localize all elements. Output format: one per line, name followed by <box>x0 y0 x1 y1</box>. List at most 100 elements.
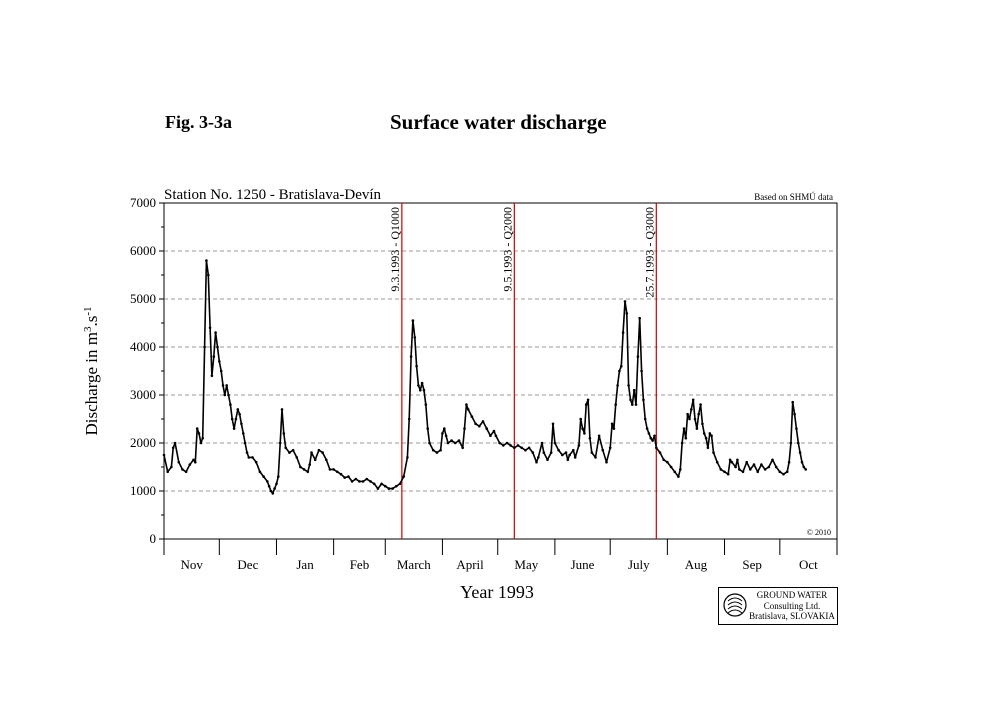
data-point <box>802 465 806 469</box>
data-point <box>712 451 715 454</box>
data-point <box>321 451 324 454</box>
event-label-1: 9.3.1993 - Q1000 <box>388 207 402 292</box>
x-tick-label-oct: Oct <box>799 557 818 572</box>
data-point <box>546 458 549 462</box>
data-point <box>658 451 662 454</box>
data-point <box>669 465 673 469</box>
data-point <box>594 456 597 459</box>
data-point <box>310 451 313 454</box>
data-point <box>673 470 676 474</box>
data-point <box>785 470 789 474</box>
data-point <box>573 456 577 459</box>
data-point <box>435 451 439 454</box>
data-point <box>454 441 457 445</box>
figure-label: Fig. 3-3a <box>165 112 232 132</box>
data-point <box>336 470 339 474</box>
data-point <box>699 403 702 406</box>
data-point <box>212 355 216 358</box>
data-point <box>509 444 512 447</box>
data-point <box>616 384 619 387</box>
x-tick-label-june: June <box>571 557 595 572</box>
data-point <box>207 273 210 277</box>
x-tick-label-april: April <box>456 557 484 572</box>
logo-line1: GROUND WATER <box>756 590 828 600</box>
data-point <box>465 403 468 406</box>
y-tick-label-4000: 4000 <box>130 339 156 354</box>
data-point <box>627 384 630 387</box>
data-point <box>489 434 492 438</box>
data-point <box>586 398 590 402</box>
data-point <box>232 427 236 430</box>
data-point <box>444 434 448 438</box>
data-point <box>210 374 214 378</box>
data-point <box>426 427 430 430</box>
data-point <box>214 331 217 334</box>
data-point <box>227 393 230 397</box>
data-point <box>588 436 592 440</box>
data-point <box>478 424 481 428</box>
data-point <box>474 422 477 426</box>
data-point <box>417 384 420 387</box>
data-point <box>332 468 335 471</box>
data-point <box>223 393 227 397</box>
data-point <box>313 458 317 462</box>
data-point <box>395 484 398 488</box>
figure-title: Surface water discharge <box>390 110 607 134</box>
data-point <box>564 451 568 454</box>
data-point <box>623 300 627 303</box>
data-point <box>520 446 523 450</box>
data-point <box>234 417 238 421</box>
data-point <box>782 472 785 476</box>
data-point <box>461 446 465 450</box>
source-note: Based on SHMÚ data <box>754 192 833 202</box>
data-point <box>763 468 767 471</box>
data-point <box>361 480 365 483</box>
data-point <box>243 441 247 445</box>
data-point <box>695 427 699 430</box>
data-point <box>655 446 658 450</box>
logo-line2: Consulting Ltd. <box>763 600 821 611</box>
data-point <box>230 417 234 421</box>
data-point <box>278 441 282 445</box>
data-point <box>199 441 203 445</box>
data-point <box>242 432 245 435</box>
data-point <box>258 470 262 474</box>
data-point <box>531 451 535 454</box>
data-point <box>608 446 612 450</box>
data-point <box>188 463 192 466</box>
data-point <box>218 360 221 363</box>
event-label-2: 9.5.1993 - Q2000 <box>500 207 514 292</box>
data-point <box>680 441 684 445</box>
data-point <box>697 412 700 416</box>
data-point <box>642 398 645 402</box>
data-point <box>302 468 306 471</box>
data-point <box>653 434 656 438</box>
data-point <box>579 417 582 421</box>
data-point <box>171 446 175 450</box>
data-point <box>662 458 665 462</box>
data-point <box>524 448 527 452</box>
data-point <box>682 427 686 430</box>
data-point <box>201 436 204 440</box>
data-point <box>745 460 748 464</box>
data-point <box>551 422 555 426</box>
data-point <box>736 458 739 462</box>
data-point <box>173 441 177 445</box>
data-point <box>767 465 771 469</box>
data-point <box>702 432 706 435</box>
data-point <box>420 381 424 385</box>
data-point <box>384 484 387 488</box>
data-point <box>308 463 312 466</box>
data-point <box>789 441 793 445</box>
data-point <box>205 259 208 262</box>
data-point <box>752 463 756 466</box>
data-point <box>730 460 734 464</box>
data-point <box>577 444 581 447</box>
data-point <box>325 458 328 462</box>
data-point <box>643 417 647 421</box>
data-point <box>723 470 726 474</box>
x-tick-label-sep: Sep <box>742 557 762 572</box>
company-logo: GROUND WATER Consulting Ltd. Bratislava,… <box>718 587 838 625</box>
data-point <box>236 408 240 411</box>
data-point <box>621 331 625 334</box>
